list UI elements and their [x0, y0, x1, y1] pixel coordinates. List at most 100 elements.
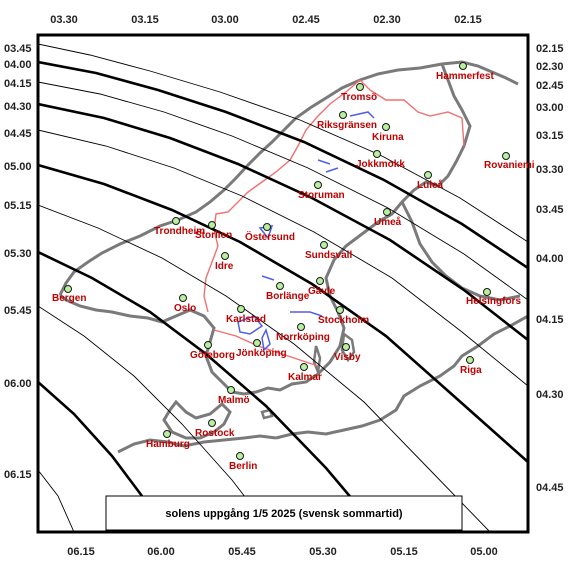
city-dot-trondheim: [172, 217, 180, 225]
city-dot-goteborg: [204, 341, 212, 349]
top-tick: 02.30: [373, 14, 401, 26]
city-label-ostersund: Östersund: [245, 230, 295, 243]
top-tick: 03.15: [131, 14, 159, 26]
city-dot-rovaniemi: [502, 152, 510, 160]
city-label-rostock: Rostock: [195, 428, 235, 439]
city-dot-umea: [383, 208, 391, 216]
city-dot-malmo: [227, 386, 235, 394]
city-dot-borlange: [276, 282, 284, 290]
isoline: [38, 102, 528, 342]
city-label-malmo: Malmö: [218, 395, 250, 406]
denmark-coastline: [162, 399, 232, 440]
city-dot-riga: [466, 356, 474, 364]
right-tick: 02.30: [536, 61, 564, 73]
isoline: [38, 60, 528, 270]
city-dot-hammerfest: [459, 62, 467, 70]
right-tick: 03.00: [536, 102, 564, 114]
city-label-kalmar: Kalmar: [288, 372, 322, 383]
city-label-storlien: Storlien: [195, 230, 232, 241]
city-label-berlin: Berlin: [229, 461, 257, 472]
lake-vattern: [261, 327, 271, 352]
city-dot-rostock: [208, 419, 216, 427]
city-dot-gavle: [316, 277, 324, 285]
city-dot-berlin: [236, 452, 244, 460]
left-tick: 05.45: [4, 305, 32, 317]
city-label-hamburg: Hamburg: [146, 439, 190, 450]
bottom-tick: 05.45: [228, 546, 256, 558]
city-dot-tromso: [356, 83, 364, 91]
left-tick: 06.15: [4, 469, 32, 481]
city-label-helsingfors: Helsingfors: [466, 296, 521, 307]
city-label-storuman: Storuman: [298, 190, 345, 201]
left-tick: 04.15: [4, 78, 32, 90]
finland-coastline: [400, 201, 521, 302]
city-label-goteborg: Göteborg: [190, 350, 235, 361]
bottom-tick: 05.30: [309, 546, 337, 558]
city-dot-kalmar: [300, 363, 308, 371]
right-tick: 04.30: [536, 389, 564, 401]
national-borders: [203, 79, 465, 367]
bottom-tick: 05.00: [470, 546, 498, 558]
lake-vanern: [237, 315, 264, 335]
city-label-sundsvall: Sundsvall: [305, 250, 352, 261]
left-tick: 05.30: [4, 248, 32, 260]
city-label-riksgransen: Riksgränsen: [317, 120, 377, 131]
city-dot-jokkmokk: [373, 150, 381, 158]
city-dot-helsingfors: [483, 288, 491, 296]
right-tick: 04.45: [536, 482, 564, 494]
city-label-oslo: Oslo: [174, 303, 196, 314]
right-tick: 03.30: [536, 164, 564, 176]
bottom-axis: 06.15 06.00 05.45 05.30 05.15 05.00: [67, 546, 498, 558]
city-label-tromso: Tromsö: [341, 92, 377, 103]
isoline: [38, 250, 381, 532]
city-label-stockholm: Stockholm: [318, 315, 369, 326]
city-dot-idre: [221, 252, 229, 260]
city-label-visby: Visby: [334, 352, 361, 363]
caption-background: [105, 495, 463, 531]
right-tick: 04.15: [536, 314, 564, 326]
left-tick: 03.45: [4, 43, 32, 55]
map-frame: [36, 33, 530, 534]
city-label-borlange: Borlänge: [266, 291, 310, 302]
city-dot-karlstad: [237, 305, 245, 313]
city-label-jokkmokk: Jokkmokk: [356, 159, 405, 170]
top-axis: 03.30 03.15 03.00 02.45 02.30 02.15: [50, 14, 482, 26]
city-label-gavle: Gävle: [308, 286, 336, 297]
bornholm-island: [260, 408, 274, 420]
city-label-norrkoping: Norrköping: [276, 332, 330, 343]
top-tick: 02.15: [454, 14, 482, 26]
city-dot-storuman: [314, 181, 322, 189]
city-label-karlstad: Karlstad: [226, 314, 266, 325]
left-tick: 04.00: [4, 59, 32, 71]
isoline: [38, 81, 528, 301]
caption-box: solens uppgång 1/5 2025 (svensk sommarti…: [105, 495, 463, 531]
lakes-north: [261, 159, 339, 281]
city-label-riga: Riga: [460, 365, 482, 376]
isoline: [38, 204, 491, 532]
city-label-rovaniemi: Rovaniemi: [484, 160, 535, 171]
isoline: [38, 469, 75, 532]
city-dot-hamburg: [163, 430, 171, 438]
germany-coastline: [117, 434, 277, 454]
top-tick: 02.45: [292, 14, 320, 26]
oland-island: [312, 345, 322, 377]
city-label-lulea: Luleå: [417, 179, 444, 191]
city-label-bergen: Bergen: [52, 293, 86, 304]
city-dot-ostersund: [263, 223, 271, 231]
right-tick: 03.45: [536, 204, 564, 216]
city-label-umea: Umeå: [374, 216, 402, 228]
city-label-trondheim: Trondheim: [154, 226, 205, 237]
top-tick: 03.30: [50, 14, 78, 26]
lake-torneträsk: [349, 111, 375, 119]
city-label-idre: Idre: [215, 261, 234, 272]
isoline: [38, 163, 528, 463]
city-dot-lulea: [424, 171, 432, 179]
left-tick: 05.15: [4, 200, 32, 212]
sunrise-isolines: [38, 43, 528, 532]
city-markers: [64, 62, 510, 460]
city-dot-norrkoping: [297, 323, 305, 331]
right-tick: 03.15: [536, 130, 564, 142]
city-label-jonkoping: Jönköping: [236, 348, 287, 359]
left-tick: 06.00: [4, 378, 32, 390]
